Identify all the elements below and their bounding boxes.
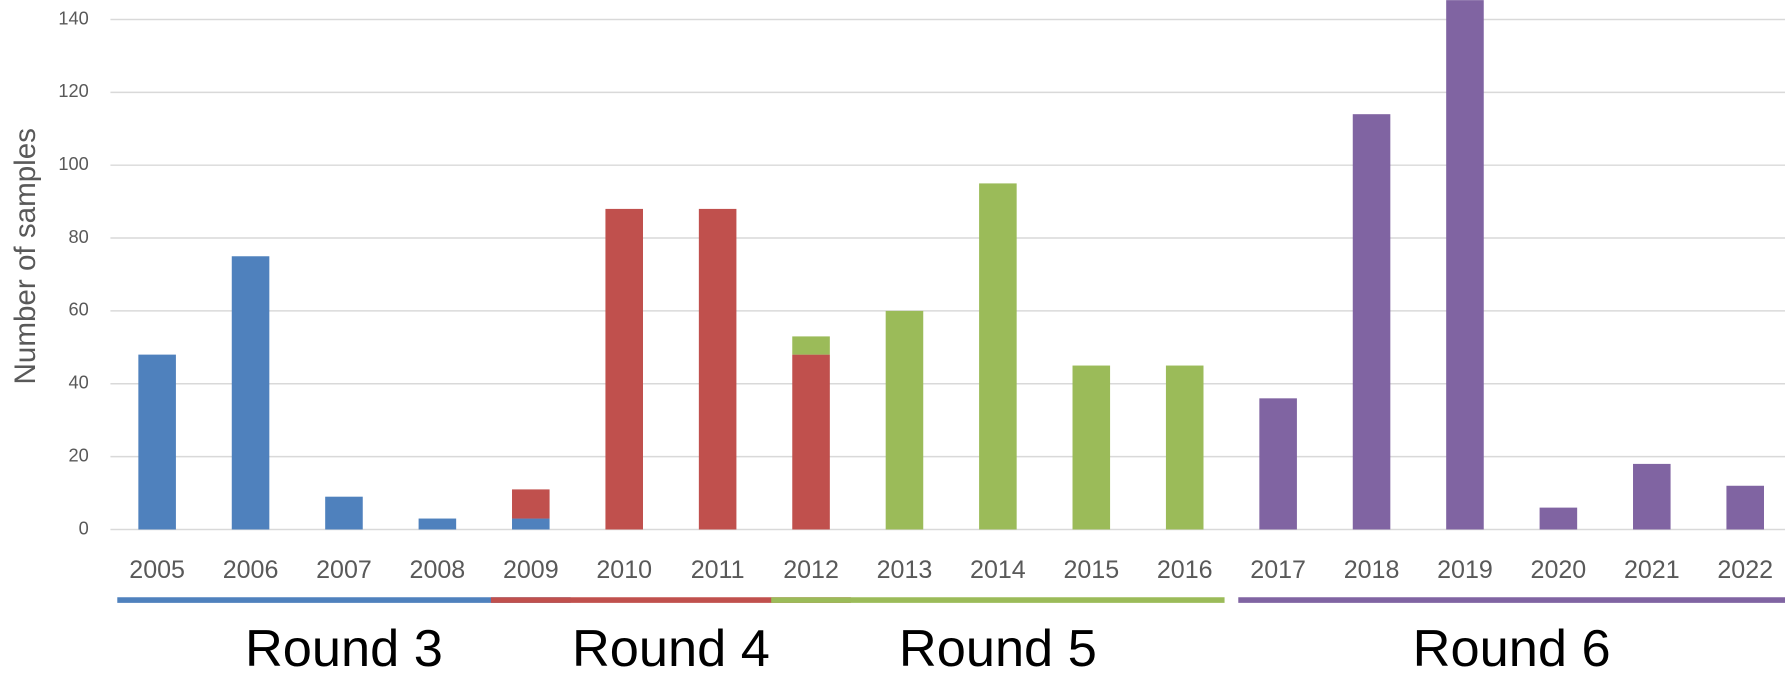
bar bbox=[1259, 398, 1297, 530]
legend-label: Round 3 bbox=[245, 620, 443, 678]
bar bbox=[1072, 365, 1111, 530]
y-tick-label: 20 bbox=[69, 445, 89, 465]
x-tick-label: 2016 bbox=[1157, 556, 1213, 584]
x-tick-label: 2014 bbox=[970, 556, 1026, 584]
y-tick-label: 60 bbox=[69, 300, 89, 320]
bar bbox=[1165, 365, 1204, 530]
x-tick-label: 2019 bbox=[1437, 556, 1493, 584]
bar bbox=[418, 518, 457, 530]
x-tick-label: 2018 bbox=[1344, 556, 1400, 584]
x-tick-label: 2007 bbox=[316, 556, 372, 584]
x-tick-label: 2008 bbox=[410, 556, 466, 584]
bar bbox=[1539, 507, 1578, 530]
bar bbox=[1446, 0, 1484, 530]
y-tick-label: 0 bbox=[79, 518, 89, 538]
bar bbox=[1726, 485, 1764, 530]
x-tick-label: 2009 bbox=[503, 556, 559, 584]
legend-label: Round 4 bbox=[572, 620, 770, 678]
bar bbox=[792, 354, 830, 530]
y-axis-label: Number of samples bbox=[9, 128, 42, 384]
y-tick-label: 120 bbox=[58, 81, 88, 101]
x-tick-label: 2005 bbox=[129, 556, 185, 584]
bar bbox=[885, 310, 924, 530]
y-tick-label: 40 bbox=[69, 373, 89, 393]
y-tick-label: 80 bbox=[69, 227, 89, 247]
y-tick-label: 140 bbox=[58, 8, 88, 28]
x-tick-label: 2011 bbox=[691, 556, 745, 584]
bar bbox=[231, 256, 270, 530]
bar bbox=[512, 489, 550, 519]
x-tick-label: 2020 bbox=[1531, 556, 1587, 584]
bar bbox=[138, 354, 176, 530]
bar bbox=[698, 208, 737, 530]
bar bbox=[979, 183, 1017, 530]
x-tick-label: 2012 bbox=[783, 556, 839, 584]
y-tick-label: 100 bbox=[58, 154, 88, 174]
bar bbox=[605, 208, 643, 530]
bar bbox=[1633, 463, 1671, 530]
x-tick-label: 2017 bbox=[1250, 556, 1306, 584]
legend-label: Round 5 bbox=[899, 620, 1097, 678]
x-tick-label: 2021 bbox=[1624, 556, 1680, 584]
x-tick-label: 2015 bbox=[1063, 556, 1119, 584]
bar bbox=[792, 336, 830, 355]
bar bbox=[325, 496, 363, 530]
x-tick-label: 2022 bbox=[1717, 556, 1773, 584]
x-tick-label: 2006 bbox=[223, 556, 279, 584]
plot-area bbox=[110, 0, 1785, 531]
x-tick-label: 2013 bbox=[877, 556, 933, 584]
legend-label: Round 6 bbox=[1413, 620, 1611, 678]
bar bbox=[512, 518, 550, 530]
bar bbox=[1352, 114, 1391, 530]
x-tick-label: 2010 bbox=[596, 556, 652, 584]
